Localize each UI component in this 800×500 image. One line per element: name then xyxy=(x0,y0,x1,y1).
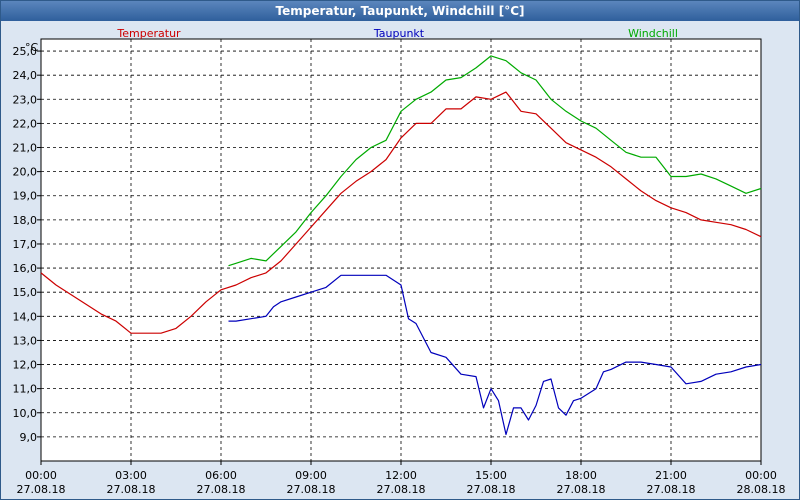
series-line-temperatur xyxy=(40,91,762,334)
x-tick-time-label: 12:00 xyxy=(385,469,417,482)
x-tick-date-label: 28.08.18 xyxy=(737,483,786,496)
y-axis-unit-label: °C xyxy=(25,41,39,54)
x-tick-time-label: 00:00 xyxy=(745,469,777,482)
x-tick-time-label: 21:00 xyxy=(655,469,687,482)
y-tick-label: 24,0 xyxy=(13,69,38,82)
y-tick-label: 15,0 xyxy=(13,286,38,299)
chart-canvas: 9,0 10,0 11,0 12,0 13,0 14,0 15,0 16,0 17,0 18,0 1… xyxy=(13,27,786,496)
y-tick-label: 17,0 xyxy=(13,238,38,251)
x-tick-date-label: 27.08.18 xyxy=(377,483,426,496)
x-tick-time-label: 00:00 xyxy=(25,469,57,482)
series-line-windchill xyxy=(228,55,762,267)
x-tick-date-label: 27.08.18 xyxy=(287,483,336,496)
y-tick-label: 20,0 xyxy=(13,166,38,179)
y-tick-label: 16,0 xyxy=(13,262,38,275)
legend-entry-taupunkt: Taupunkt xyxy=(373,27,425,40)
y-tick-label: 19,0 xyxy=(13,190,38,203)
y-tick-label: 9,0 xyxy=(20,431,38,444)
x-tick-date-label: 27.08.18 xyxy=(17,483,66,496)
y-tick-label: 11,0 xyxy=(13,383,38,396)
y-tick-label: 13,0 xyxy=(13,334,38,347)
y-tick-label: 25,0 xyxy=(13,45,38,58)
window-title: Temperatur, Taupunkt, Windchill [°C] xyxy=(1,1,799,21)
x-tick-date-label: 27.08.18 xyxy=(107,483,156,496)
legend-entry-windchill: Windchill xyxy=(628,27,678,40)
y-tick-label: 23,0 xyxy=(13,93,38,106)
x-tick-time-label: 18:00 xyxy=(565,469,597,482)
y-tick-label: 12,0 xyxy=(13,359,38,372)
x-tick-date-label: 27.08.18 xyxy=(557,483,606,496)
y-tick-label: 14,0 xyxy=(13,310,38,323)
legend-entry-temperatur: Temperatur xyxy=(116,27,181,40)
x-tick-date-label: 27.08.18 xyxy=(197,483,246,496)
x-tick-time-label: 03:00 xyxy=(115,469,147,482)
x-tick-date-label: 27.08.18 xyxy=(467,483,516,496)
x-tick-date-label: 27.08.18 xyxy=(647,483,696,496)
y-tick-label: 22,0 xyxy=(13,117,38,130)
y-tick-label: 18,0 xyxy=(13,214,38,227)
y-tick-label: 21,0 xyxy=(13,142,38,155)
y-tick-label: 10,0 xyxy=(13,407,38,420)
x-tick-time-label: 15:00 xyxy=(475,469,507,482)
series-line-taupunkt xyxy=(228,274,762,436)
x-tick-time-label: 06:00 xyxy=(205,469,237,482)
x-tick-time-label: 09:00 xyxy=(295,469,327,482)
